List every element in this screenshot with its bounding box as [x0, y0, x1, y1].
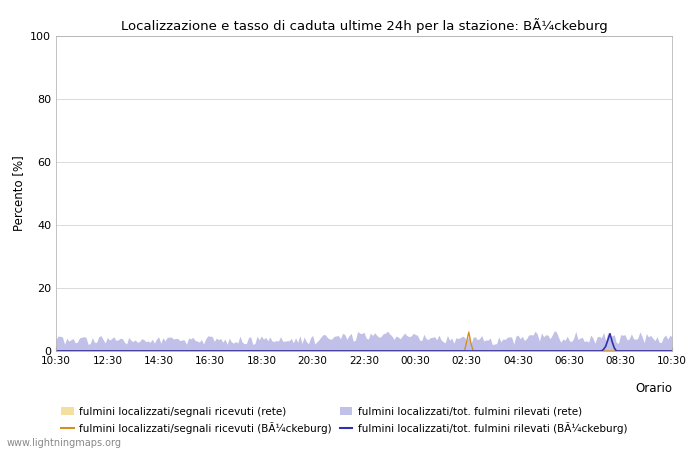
Legend: fulmini localizzati/segnali ricevuti (rete), fulmini localizzati/segnali ricevut: fulmini localizzati/segnali ricevuti (re… — [61, 407, 627, 434]
Title: Localizzazione e tasso di caduta ultime 24h per la stazione: BÃ¼ckeburg: Localizzazione e tasso di caduta ultime … — [120, 18, 608, 33]
Text: Orario: Orario — [635, 382, 672, 395]
Y-axis label: Percento [%]: Percento [%] — [12, 156, 24, 231]
Text: www.lightningmaps.org: www.lightningmaps.org — [7, 438, 122, 448]
